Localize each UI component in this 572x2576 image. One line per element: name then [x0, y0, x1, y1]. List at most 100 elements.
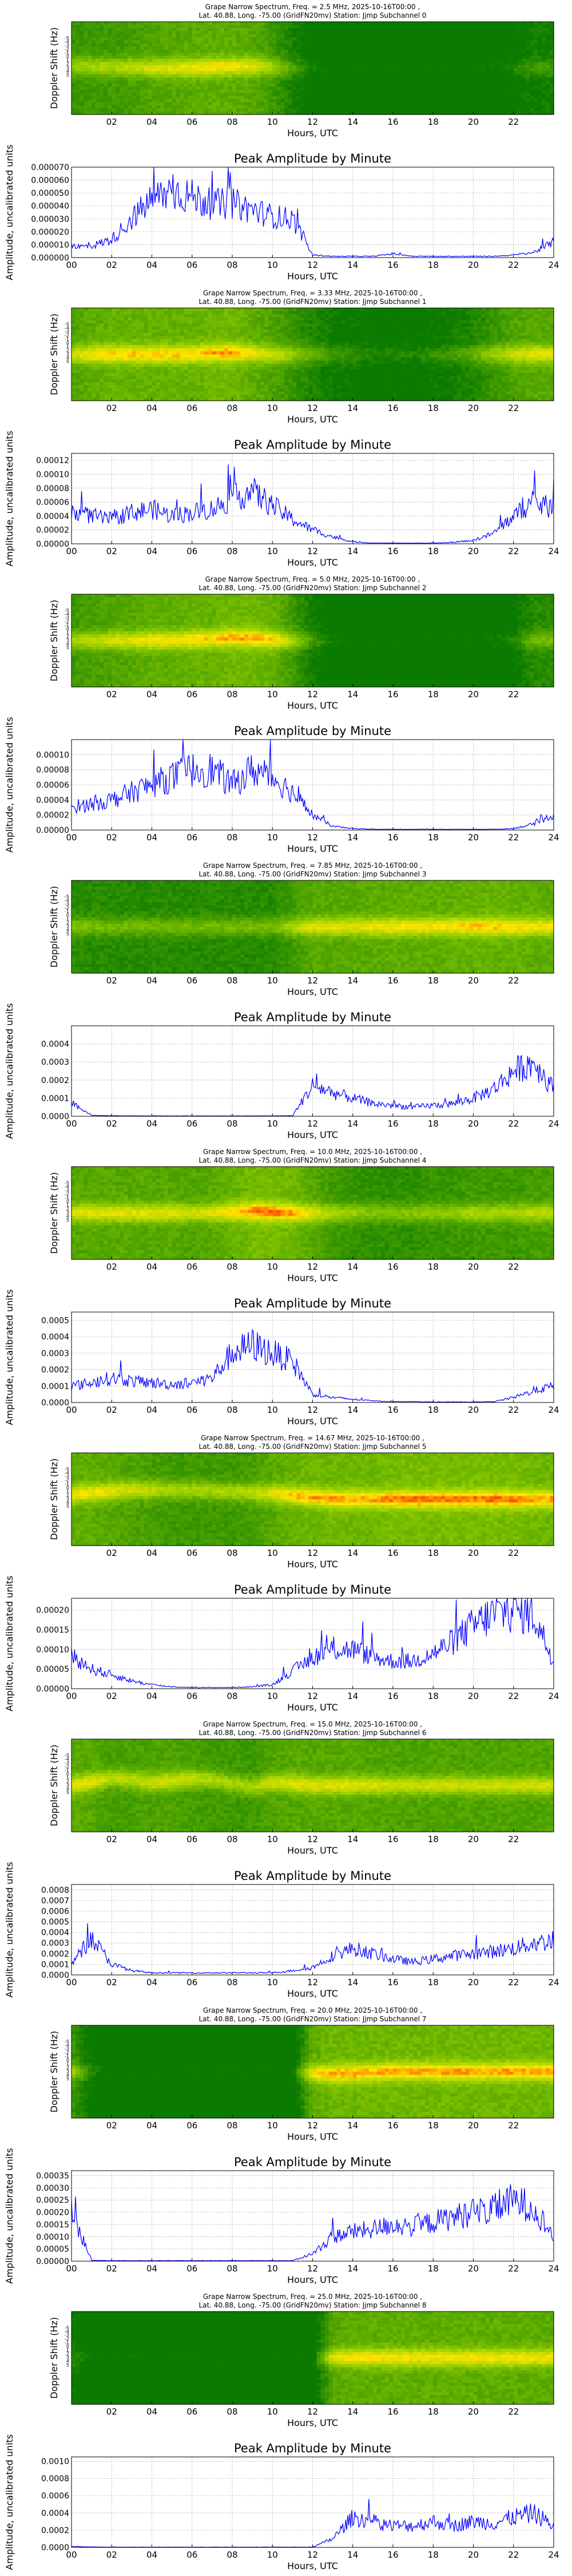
spectrogram-cell: [84, 46, 88, 50]
spectrogram-cell: [337, 65, 341, 69]
spectrogram-cell: [353, 90, 357, 93]
spectrogram-cell: [80, 93, 84, 96]
spectrogram-cell: [337, 96, 341, 100]
spectrogram-cell: [333, 40, 337, 44]
spectrogram-cell: [120, 68, 124, 72]
spectrogram-cell: [216, 65, 221, 69]
spectrogram-cell: [413, 65, 418, 69]
spectrogram-cell: [429, 86, 434, 90]
spectrogram-cell: [140, 108, 144, 112]
spectrogram-cell: [341, 44, 345, 47]
spectrogram-cell: [252, 74, 257, 78]
spectrogram-cell: [353, 99, 357, 102]
spectrogram-cell: [200, 84, 205, 87]
spectrogram-cell: [200, 99, 205, 102]
spectrogram-cell: [112, 68, 116, 72]
spectrogram-cell: [96, 62, 100, 65]
spectrogram-cell: [280, 65, 285, 69]
spectrogram-cell: [365, 28, 370, 31]
spectrogram-cell: [417, 56, 422, 59]
spectrogram-cell: [373, 93, 378, 96]
spectrogram-cell: [220, 65, 225, 69]
spectrogram-cell: [373, 86, 378, 90]
spectrogram-cell: [124, 93, 128, 96]
spectrogram-cell: [276, 68, 281, 72]
spectrogram-cell: [361, 34, 366, 38]
spectrogram-cell: [389, 46, 394, 50]
spectrogram-cell: [268, 46, 273, 50]
spectrogram-cell: [132, 22, 136, 25]
spectrogram-cell: [216, 34, 221, 38]
spectrogram-cell: [160, 25, 165, 28]
spectrogram-cell: [381, 28, 386, 31]
spectrogram-cell: [405, 71, 410, 74]
spectrogram-cell: [276, 62, 281, 65]
spectrogram-cell: [389, 44, 394, 47]
spectrogram-cell: [284, 34, 289, 38]
spectrogram-cell: [393, 93, 398, 96]
spectrogram-cell: [196, 22, 201, 25]
spectrogram-cell: [421, 86, 426, 90]
spectrogram-cell: [196, 53, 201, 56]
spectrogram-cell: [208, 50, 213, 53]
spectrogram-cell: [308, 25, 313, 28]
spectrogram-cell: [120, 28, 124, 31]
spectrogram-cell: [184, 84, 189, 87]
spectrogram-cell: [96, 22, 100, 25]
spectrogram-cell: [140, 56, 144, 59]
spectrogram-cell: [80, 77, 84, 81]
spectrogram-cell: [148, 40, 152, 44]
spectrogram-cell: [264, 96, 269, 100]
spectrogram-cell: [365, 62, 370, 65]
spectrogram-cell: [132, 65, 136, 69]
spectrogram-cell: [236, 71, 241, 74]
spectrogram-cell: [80, 99, 84, 102]
spectrogram-cell: [300, 59, 305, 62]
spectrogram-cell: [405, 40, 410, 44]
spectrogram-cell: [240, 65, 245, 69]
spectrogram-cell: [425, 99, 430, 102]
spectrogram-cell: [260, 71, 265, 74]
spectrogram-cell: [192, 84, 197, 87]
spectrogram-cell: [168, 53, 173, 56]
spectrogram-cell: [313, 77, 317, 81]
spectrogram-cell: [140, 74, 144, 78]
spectrogram-cell: [276, 53, 281, 56]
spectrogram-cell: [272, 28, 277, 31]
spectrogram-cell: [176, 22, 181, 25]
spectrogram-cell: [377, 62, 382, 65]
spectrogram-cell: [176, 40, 181, 44]
spectrogram-cell: [268, 108, 273, 112]
spectrogram-cell: [124, 56, 128, 59]
spectrogram-cell: [401, 84, 406, 87]
spectrogram-cell: [88, 56, 92, 59]
spectrogram-cell: [417, 77, 422, 81]
spectrogram-cell: [401, 96, 406, 100]
spectrogram-cell: [425, 59, 430, 62]
spectrogram-cell: [184, 22, 189, 25]
spectrogram-cell: [276, 31, 281, 34]
spectrogram-cell: [377, 93, 382, 96]
spectrogram-cell: [184, 40, 189, 44]
spectrogram-cell: [252, 44, 257, 47]
spectrogram-cell: [128, 65, 132, 69]
spectrogram-cell: [369, 74, 374, 78]
spectrogram-cell: [345, 59, 349, 62]
spectrogram-cell: [232, 81, 237, 84]
spectrogram-cell: [304, 59, 309, 62]
spectrogram-cell: [333, 68, 337, 72]
spectrogram-cell: [108, 28, 112, 31]
spectrogram-cell: [232, 77, 237, 81]
spectrogram-cell: [84, 96, 88, 100]
spectrogram-cell: [124, 84, 128, 87]
spectrogram-cell: [140, 25, 144, 28]
spectrogram-cell: [317, 93, 321, 96]
spectrogram-cell: [260, 84, 265, 87]
spectrogram-cell: [232, 71, 237, 74]
spectrogram-cell: [228, 31, 233, 34]
spectrogram-cell: [349, 77, 353, 81]
spectrogram-cell: [272, 74, 277, 78]
spectrogram-cell: [345, 90, 349, 93]
spectrogram-cell: [232, 44, 237, 47]
spectrogram-cell: [377, 74, 382, 78]
